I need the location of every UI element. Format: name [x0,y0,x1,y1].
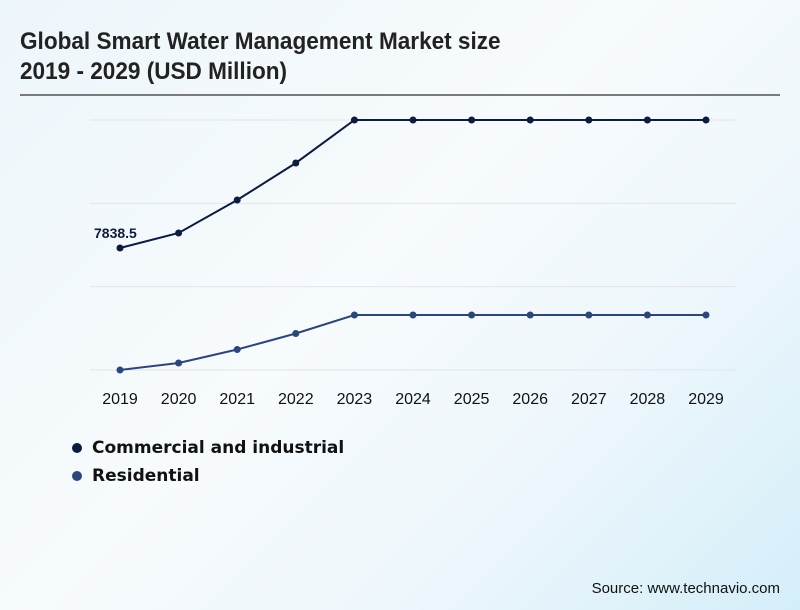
data-label: 7838.5 [94,225,137,241]
data-point [350,311,358,319]
chart-title-line1: Global Smart Water Management Market siz… [20,28,501,55]
data-point [292,330,300,338]
legend: Commercial and industrial Residential [72,434,344,490]
title-divider [20,94,780,96]
data-point [350,116,358,124]
data-point [175,359,183,367]
data-point [643,116,651,124]
data-point [468,116,476,124]
data-point [643,311,651,319]
source-credit: Source: www.technavio.com [591,580,780,597]
series-line-0 [119,119,706,249]
data-labels: 7838.5 [94,225,137,241]
data-point [116,366,124,374]
data-point [233,346,241,354]
chart-title: Global Smart Water Management Market siz… [20,27,501,87]
data-point [409,116,417,124]
x-tick-label: 2020 [161,391,197,408]
data-point [292,159,300,167]
data-point [233,196,241,204]
legend-marker-residential [72,471,82,481]
data-point [409,311,417,319]
data-point [585,311,593,319]
x-tick-label: 2021 [219,391,255,408]
data-point [526,116,534,124]
legend-marker-commercial [72,443,82,453]
x-tick-label: 2019 [102,391,138,408]
data-point [585,116,593,124]
x-tick-label: 2023 [337,391,373,408]
series-group [116,116,710,374]
legend-label-commercial: Commercial and industrial [92,438,345,458]
x-tick-label: 2028 [630,391,666,408]
data-point [526,311,534,319]
chart-title-line2: 2019 - 2029 (USD Million) [20,58,288,85]
x-tick-label: 2026 [512,391,548,408]
x-tick-label: 2025 [454,391,490,408]
data-point [116,244,124,252]
x-tick-label: 2024 [395,391,431,408]
x-tick-label: 2027 [571,391,607,408]
series-line-1 [119,313,706,371]
x-axis-ticks: 2019 2020 2021 2022 2023 2024 2025 2026 2027 2028… [102,391,724,408]
legend-label-residential: Residential [92,466,200,486]
legend-item-residential: Residential [72,462,344,490]
legend-item-commercial: Commercial and industrial [72,434,344,462]
data-point [175,229,183,237]
data-point [702,311,710,319]
x-tick-label: 2029 [688,391,724,408]
x-tick-label: 2022 [278,391,314,408]
data-point [468,311,476,319]
gridlines [90,119,736,371]
data-point [702,116,710,124]
